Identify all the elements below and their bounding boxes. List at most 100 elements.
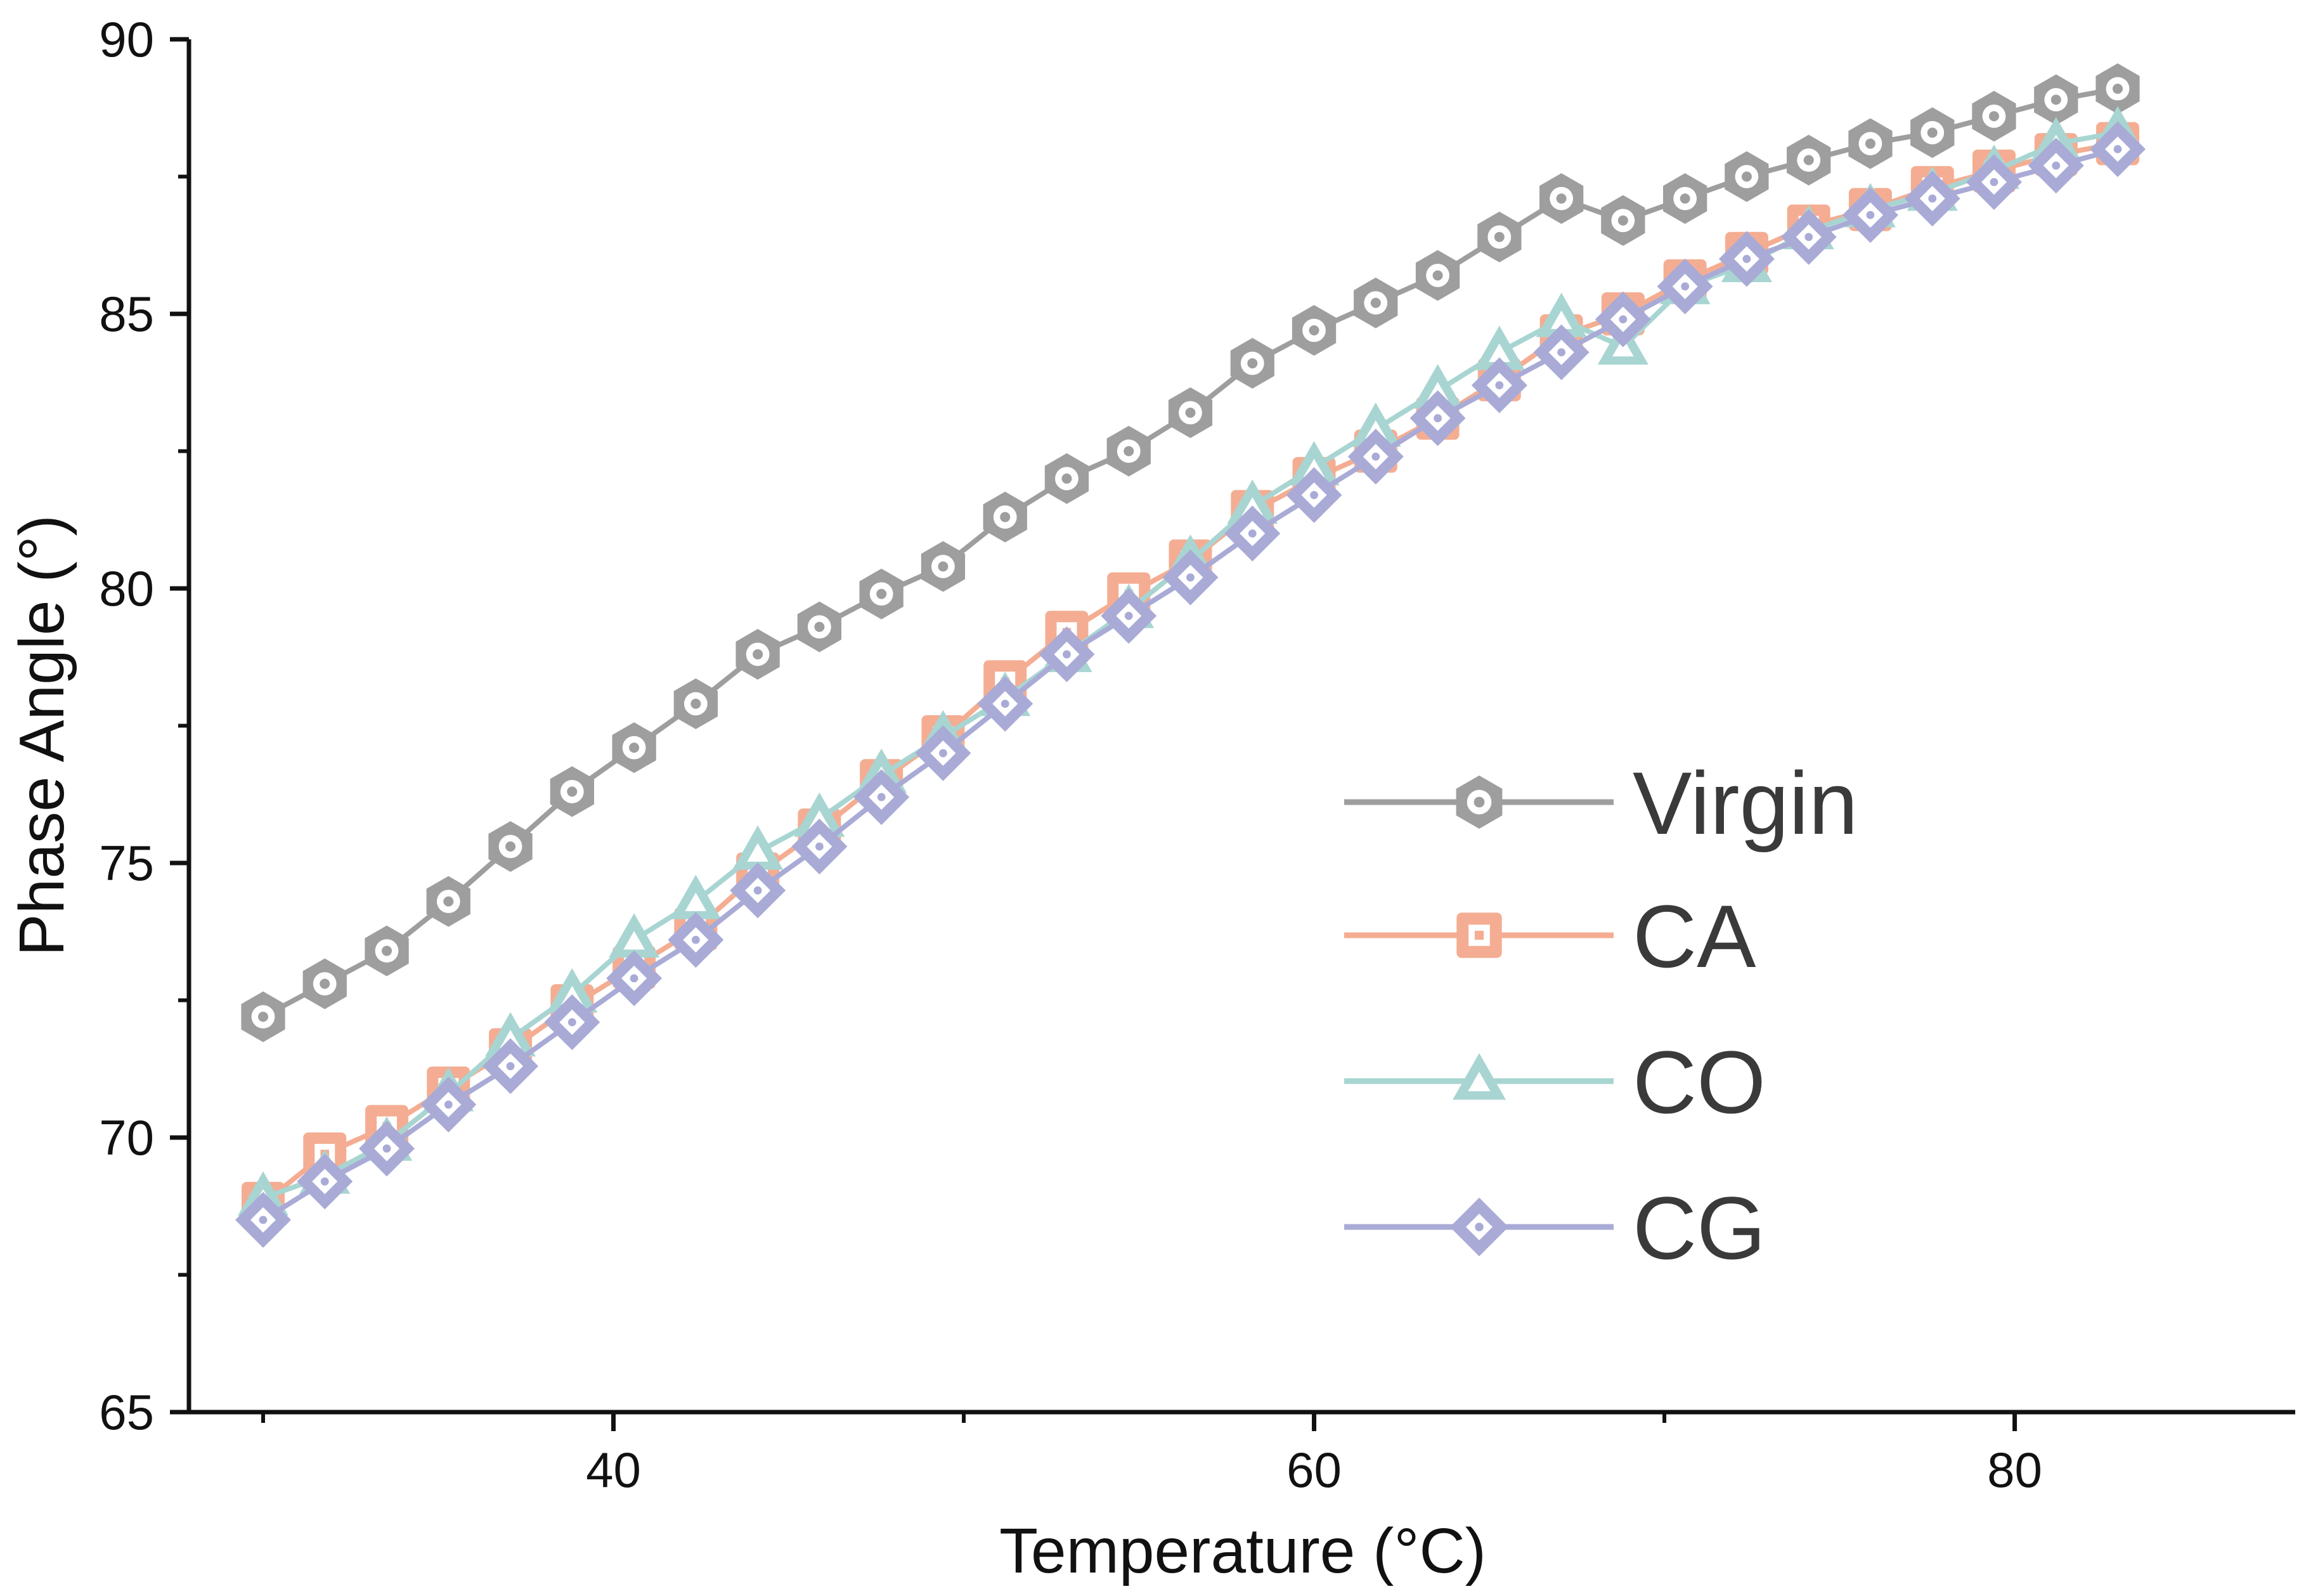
legend-label: Virgin xyxy=(1633,753,1858,853)
data-point-cg xyxy=(544,994,600,1051)
data-point-cg xyxy=(1595,291,1651,347)
legend-item-co: CO xyxy=(1344,1032,1766,1132)
data-point-cg xyxy=(791,819,848,875)
data-point-virgin xyxy=(673,678,718,729)
data-point-virgin xyxy=(1601,195,1645,246)
legend-marker-square xyxy=(1456,912,1502,958)
data-point-virgin xyxy=(1663,173,1707,224)
y-tick-label: 65 xyxy=(99,1384,154,1440)
data-point-virgin xyxy=(1725,151,1769,202)
legend-label: CG xyxy=(1633,1178,1766,1278)
data-point-cg xyxy=(1471,357,1527,413)
data-point-cg xyxy=(1347,429,1404,485)
data-point-virgin xyxy=(1848,118,1893,169)
legend-item-virgin: Virgin xyxy=(1344,753,1858,853)
data-point-co xyxy=(670,874,722,919)
legend-marker-triangle xyxy=(1453,1053,1506,1100)
legend-label: CA xyxy=(1633,886,1756,986)
data-point-co xyxy=(1474,325,1525,370)
data-point-virgin xyxy=(1477,211,1522,263)
x-axis-title: Temperature (°C) xyxy=(999,1515,1486,1586)
data-point-virgin xyxy=(859,568,904,620)
data-point-virgin xyxy=(1354,277,1398,328)
data-point-virgin xyxy=(1230,337,1274,389)
series-line-cg xyxy=(261,146,2119,1223)
data-point-virgin xyxy=(612,722,656,774)
data-point-cg xyxy=(1533,324,1590,380)
data-point-virgin xyxy=(735,628,780,680)
data-point-cg xyxy=(730,862,786,919)
data-point-virgin xyxy=(1415,250,1460,301)
data-point-cg xyxy=(1039,626,1095,682)
data-point-virgin xyxy=(550,766,594,817)
legend-item-cg: CG xyxy=(1344,1178,1766,1278)
series-cg xyxy=(235,121,2146,1248)
data-point-co xyxy=(609,913,660,958)
data-point-co xyxy=(1536,292,1587,337)
y-tick-label: 70 xyxy=(99,1110,154,1165)
legend-marker-hexagon xyxy=(1456,775,1503,829)
data-point-cg xyxy=(2028,138,2084,194)
data-point-virgin xyxy=(797,601,841,652)
x-tick-label: 40 xyxy=(586,1442,641,1498)
data-point-cg xyxy=(1842,187,1898,243)
data-point-cg xyxy=(1718,231,1775,287)
legend-marker-diamond xyxy=(1449,1197,1509,1257)
y-axis-title: Phase Angle (°) xyxy=(6,515,77,956)
data-point-cg xyxy=(668,912,724,968)
data-point-cg xyxy=(915,725,971,781)
data-point-cg xyxy=(297,1153,353,1210)
data-point-virgin xyxy=(241,991,285,1042)
data-point-virgin xyxy=(1972,91,2016,142)
data-point-virgin xyxy=(1044,453,1089,504)
axes xyxy=(186,39,2295,1415)
data-point-virgin xyxy=(2034,74,2078,126)
data-point-cg xyxy=(1162,549,1219,606)
x-tick-label: 80 xyxy=(1987,1442,2042,1498)
series-virgin xyxy=(241,63,2140,1042)
data-point-cg xyxy=(1409,390,1466,446)
data-point-cg xyxy=(1101,588,1157,644)
data-point-cg xyxy=(853,769,910,826)
y-tick-label: 80 xyxy=(99,561,154,616)
legend-item-ca: CA xyxy=(1344,886,1756,986)
data-point-virgin xyxy=(921,541,966,592)
data-point-cg xyxy=(1224,505,1281,562)
data-point-virgin xyxy=(488,821,533,872)
data-point-co xyxy=(732,825,784,870)
y-tick-label: 75 xyxy=(99,835,154,891)
data-point-cg xyxy=(606,950,663,1006)
data-point-cg xyxy=(235,1191,291,1248)
series-line-co xyxy=(262,130,2118,1201)
data-point-virgin xyxy=(302,958,347,1009)
x-tick-label: 60 xyxy=(1286,1442,1342,1498)
data-point-cg xyxy=(2090,121,2146,178)
legend-label: CO xyxy=(1633,1032,1766,1132)
data-point-cg xyxy=(420,1077,477,1133)
data-point-cg xyxy=(483,1038,539,1094)
data-point-virgin xyxy=(1292,305,1337,356)
series-layer xyxy=(235,63,2146,1248)
series-co xyxy=(238,106,2143,1216)
ticks: 65 70 75 80 85 90 40 60 80 xyxy=(99,11,2042,1498)
data-point-cg xyxy=(1286,467,1342,523)
data-point-virgin xyxy=(1106,425,1151,477)
data-point-virgin xyxy=(365,925,409,976)
data-point-virgin xyxy=(1168,387,1213,438)
data-point-cg xyxy=(1966,154,2022,211)
data-point-virgin xyxy=(1539,173,1584,224)
data-point-cg xyxy=(1904,171,1960,227)
data-point-virgin xyxy=(1787,134,1831,186)
data-point-cg xyxy=(977,675,1033,732)
data-point-cg xyxy=(359,1120,415,1177)
legend: Virgin CA CO CG xyxy=(1344,753,1858,1278)
y-tick-label: 90 xyxy=(99,11,154,67)
y-tick-label: 85 xyxy=(99,286,154,342)
data-point-virgin xyxy=(2095,63,2140,114)
data-point-virgin xyxy=(983,491,1027,543)
data-point-cg xyxy=(1780,209,1837,265)
data-point-virgin xyxy=(1910,107,1955,159)
data-point-virgin xyxy=(426,876,470,927)
data-point-cg xyxy=(1657,258,1713,315)
